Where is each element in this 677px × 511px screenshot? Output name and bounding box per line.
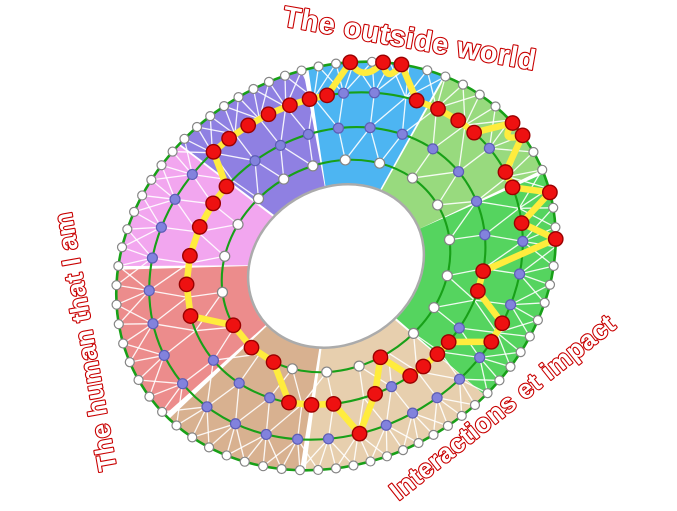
wheel-graphic <box>111 54 564 476</box>
profile-nodes <box>178 54 564 442</box>
sector-salmon <box>116 266 267 415</box>
center-hole <box>246 183 426 349</box>
sector-dark-tan <box>169 325 320 471</box>
sector-pink <box>118 145 274 266</box>
sector-light-tan <box>305 319 486 471</box>
label-human-that-i-am: The human that I am <box>48 210 123 474</box>
ring-nodes <box>111 56 561 476</box>
